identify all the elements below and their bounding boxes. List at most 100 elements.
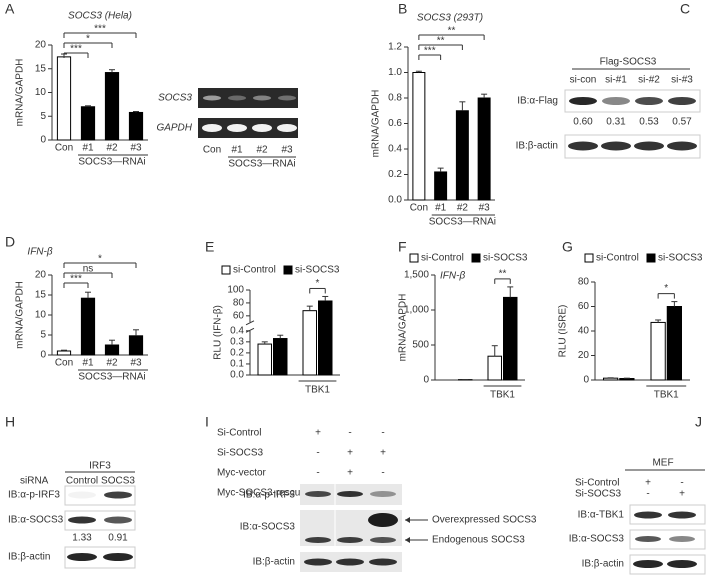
bar xyxy=(104,344,120,356)
quantification: 1.33 xyxy=(72,533,92,544)
condition-label: Si-SOCS3 xyxy=(217,448,264,459)
lane-label: si-#1 xyxy=(605,75,627,86)
y-tick-label: 10 xyxy=(35,310,47,321)
y-tick-label: 80 xyxy=(233,298,245,309)
y-tick-label: 1,500 xyxy=(404,270,429,281)
y-tick-label: 0.4 xyxy=(230,325,244,336)
blot-band xyxy=(337,537,363,543)
significance-label: ns xyxy=(83,264,94,275)
gel-band xyxy=(277,124,297,132)
y-axis-label: mRNA/GAPDH xyxy=(371,90,382,158)
y-tick-label: 0.0 xyxy=(230,370,244,381)
x-tick-label: #3 xyxy=(479,203,491,214)
bar xyxy=(455,110,469,201)
y-tick-label: 20 xyxy=(35,270,47,281)
gel-band xyxy=(202,124,222,132)
condition-sign: - xyxy=(348,428,351,439)
blot-band xyxy=(104,516,132,524)
gel-band xyxy=(203,95,221,101)
x-tick-label: #1 xyxy=(435,203,447,214)
y-tick-label: 0.2 xyxy=(230,348,244,359)
y-tick-label: 0.0 xyxy=(388,195,402,206)
blot-annotation: Overexpressed SOCS3 xyxy=(432,515,537,526)
condition-sign: - xyxy=(381,428,384,439)
x-tick-label: Con xyxy=(410,203,428,214)
y-tick-label: 1.2 xyxy=(388,42,402,53)
bar xyxy=(477,97,491,201)
group-label: SOCS3—RNAi xyxy=(78,157,145,168)
panel-letter: I xyxy=(205,414,209,430)
legend-label: si-Control xyxy=(421,253,464,264)
y-tick-label: 0 xyxy=(583,375,589,386)
chart-annotation: IFN-β xyxy=(440,271,465,282)
blot-band xyxy=(103,553,133,561)
blot-band xyxy=(370,491,396,497)
blot-band xyxy=(370,537,396,543)
bar xyxy=(80,106,96,141)
arrow-head xyxy=(405,517,410,523)
y-tick-label: 0.6 xyxy=(388,118,402,129)
blot-band xyxy=(601,141,631,151)
panel-letter: E xyxy=(205,239,214,255)
significance-label: *** xyxy=(424,46,436,57)
arrow-head xyxy=(405,537,410,543)
blot-frame xyxy=(64,485,136,506)
bar xyxy=(128,111,144,141)
lane-label: si-#3 xyxy=(671,75,693,86)
legend-label: si-Control xyxy=(596,253,639,264)
panel-letter: B xyxy=(398,1,407,17)
blot-band xyxy=(568,141,598,151)
significance-label: ** xyxy=(448,26,456,37)
lane-label: #2 xyxy=(256,145,268,156)
panel-letter: H xyxy=(5,414,15,430)
lane-label: #3 xyxy=(281,145,293,156)
y-tick-label: 60 xyxy=(233,310,245,321)
legend-swatch xyxy=(221,265,231,275)
x-tick-label: #2 xyxy=(106,143,118,154)
bar xyxy=(434,171,448,201)
blot-band xyxy=(67,553,97,561)
y-tick-label: 0.3 xyxy=(230,336,244,347)
quantification: 0.60 xyxy=(573,117,593,128)
significance-label: * xyxy=(316,278,320,289)
significance-label: ** xyxy=(437,36,445,47)
group-label: SOCS3—RNAi xyxy=(228,159,295,170)
lane-label: Con xyxy=(203,145,221,156)
y-tick-label: 0.1 xyxy=(230,359,244,370)
bar xyxy=(56,350,72,356)
blot-band xyxy=(368,513,398,527)
condition-sign: + xyxy=(347,448,353,459)
y-tick-label: 1,000 xyxy=(404,305,429,316)
blot-frame xyxy=(564,89,701,113)
legend-swatch xyxy=(646,253,656,263)
y-tick-label: 60 xyxy=(578,301,590,312)
blot-band xyxy=(369,558,397,566)
blot-header: IRF3 xyxy=(89,461,111,472)
x-tick-label: #1 xyxy=(82,143,94,154)
y-tick-label: 20 xyxy=(578,350,590,361)
blot-band xyxy=(633,560,663,568)
condition-sign: + xyxy=(380,448,386,459)
row-label: IB:α-SOCS3 xyxy=(240,522,296,533)
y-axis-label: mRNA/GAPDH xyxy=(398,294,409,362)
row-label: SOCS3 xyxy=(158,93,192,104)
panel-letter: D xyxy=(5,234,15,250)
lane-label: si-#2 xyxy=(638,75,660,86)
bar xyxy=(487,355,502,381)
bar xyxy=(318,300,333,376)
blot-band xyxy=(667,560,697,568)
bar xyxy=(412,72,426,201)
y-tick-label: 15 xyxy=(35,290,47,301)
legend-label: si-SOCS3 xyxy=(658,253,703,264)
y-tick-label: 0.4 xyxy=(388,144,402,155)
chart-title: IFN-β xyxy=(27,247,52,258)
significance-label: * xyxy=(98,254,102,265)
y-tick-label: 20 xyxy=(35,40,47,51)
row-label: IB:β-actin xyxy=(516,141,558,152)
significance-label: * xyxy=(664,283,668,294)
x-tick-label: #1 xyxy=(82,358,94,369)
blot-band xyxy=(304,558,332,566)
panel-letter: J xyxy=(695,414,702,430)
gel-band xyxy=(253,95,271,101)
